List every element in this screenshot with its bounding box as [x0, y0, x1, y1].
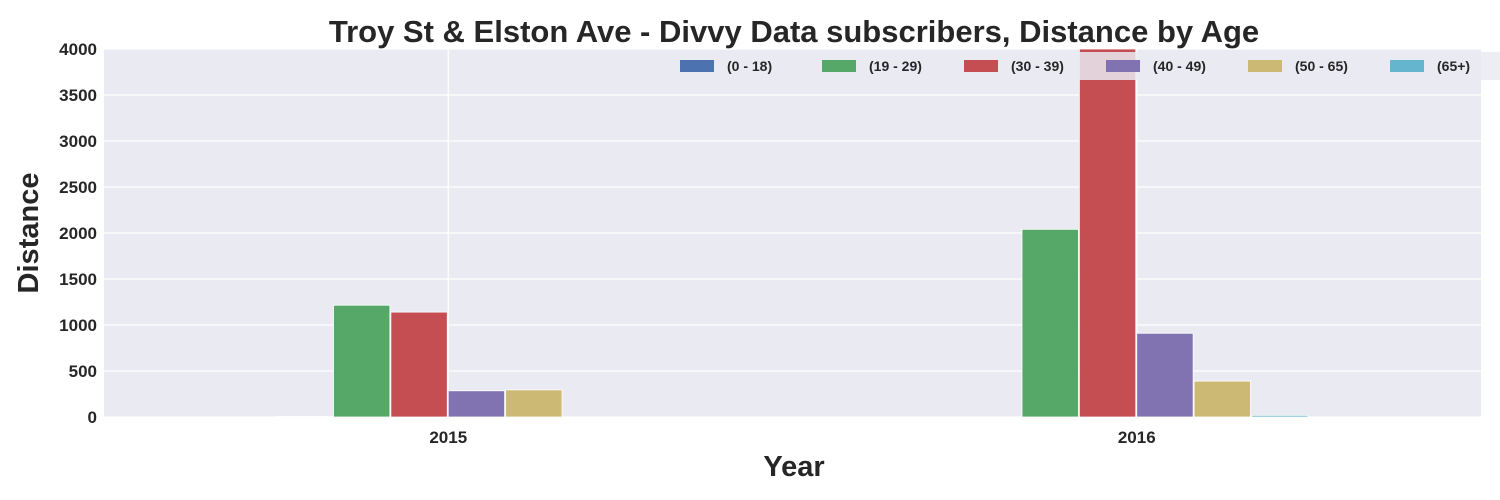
x-axis-ticks: 2015 2016 [429, 428, 1155, 447]
bar [1021, 228, 1079, 418]
bar [390, 311, 448, 418]
x-tick-label: 2016 [1118, 428, 1156, 447]
legend-label: (19 - 29) [869, 58, 922, 74]
legend-label: (50 - 65) [1295, 58, 1348, 74]
bar [447, 390, 506, 418]
legend-swatch [1390, 60, 1424, 72]
bar [1251, 414, 1309, 418]
bars [275, 48, 1309, 418]
bar [1078, 48, 1137, 418]
legend-label: (65+) [1437, 58, 1470, 74]
bar [1136, 332, 1194, 418]
y-tick-label: 4000 [59, 40, 97, 59]
y-tick-label: 500 [69, 362, 97, 381]
legend: (0 - 18) (19 - 29) (30 - 39) (40 - 49) (50 -… [672, 52, 1500, 80]
bar [505, 389, 563, 418]
y-tick-label: 3000 [59, 132, 97, 151]
legend-label: (40 - 49) [1153, 58, 1206, 74]
bar [333, 304, 391, 418]
legend-label: (30 - 39) [1011, 58, 1064, 74]
x-axis-label: Year [763, 451, 824, 483]
y-tick-label: 1500 [59, 270, 97, 289]
y-tick-label: 2500 [59, 178, 97, 197]
legend-swatch [964, 60, 998, 72]
legend-background [672, 52, 1500, 80]
chart-title: Troy St & Elston Ave - Divvy Data subscr… [329, 14, 1259, 49]
x-tick-label: 2015 [429, 428, 467, 447]
legend-swatch [1106, 60, 1140, 72]
bar [1193, 380, 1251, 418]
y-tick-label: 0 [88, 408, 97, 427]
y-axis-ticks: 0 500 1000 1500 2000 2500 3000 3500 4000 [59, 40, 97, 427]
legend-swatch [680, 60, 714, 72]
y-tick-label: 3500 [59, 86, 97, 105]
y-axis-label: Distance [13, 173, 45, 294]
y-tick-label: 2000 [59, 224, 97, 243]
legend-label: (0 - 18) [727, 58, 772, 74]
legend-swatch [1248, 60, 1282, 72]
y-tick-label: 1000 [59, 316, 97, 335]
legend-swatch [822, 60, 856, 72]
